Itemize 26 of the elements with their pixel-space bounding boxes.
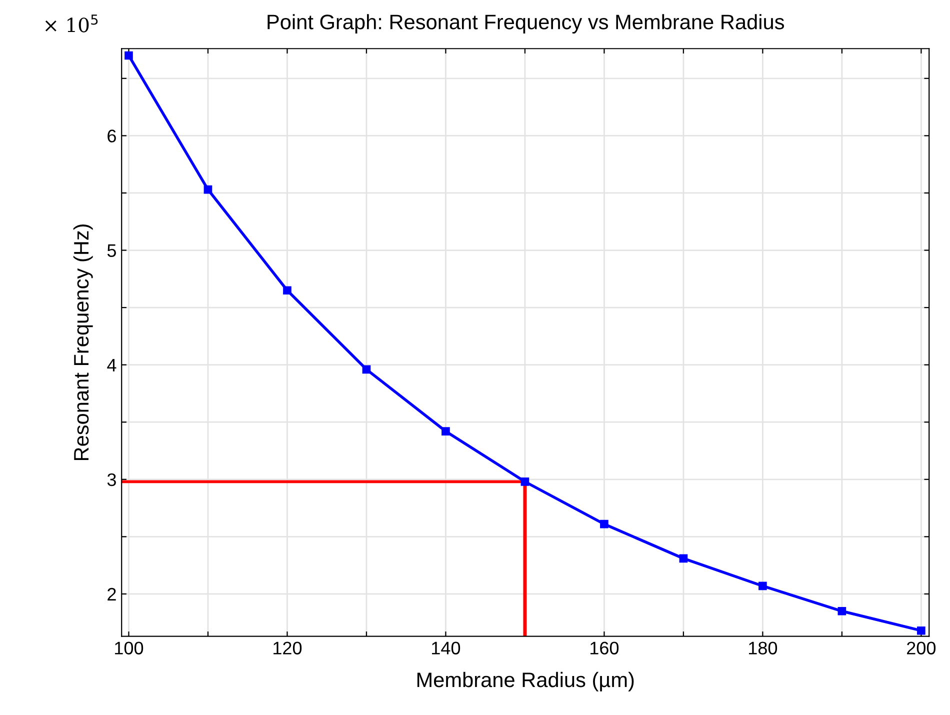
y-tick-label: 3 (107, 473, 116, 486)
x-tick-label: 120 (274, 642, 302, 654)
y-tick-label: 5 (107, 244, 116, 257)
point (442, 427, 450, 436)
y-tick-label: 6 (108, 130, 116, 142)
x-axis-title: Membrane Radius (µm) (417, 672, 634, 692)
point (600, 520, 608, 528)
point (838, 606, 846, 616)
y-tick-label: 4 (107, 358, 116, 372)
chart-title: Point Graph: Resonant Frequency vs Membrane Radius (268, 14, 784, 34)
y-axis-title: Resonant Frequency (Hz) (73, 224, 93, 460)
point (679, 554, 688, 563)
y-tick-label: 2 (108, 588, 116, 600)
x-tick-label: 140 (432, 642, 460, 654)
point (204, 185, 212, 194)
x-tick-label: 200 (907, 642, 936, 654)
x-tick-label: 100 (115, 642, 144, 654)
point (758, 582, 767, 590)
text: × 10$^{5}$ (45, 14, 98, 32)
x-tick-label: 160 (590, 642, 619, 654)
point (520, 478, 530, 486)
x-tick-label: 180 (749, 642, 778, 654)
point (283, 286, 292, 295)
point (124, 51, 133, 60)
point (362, 365, 371, 374)
point (917, 626, 926, 635)
